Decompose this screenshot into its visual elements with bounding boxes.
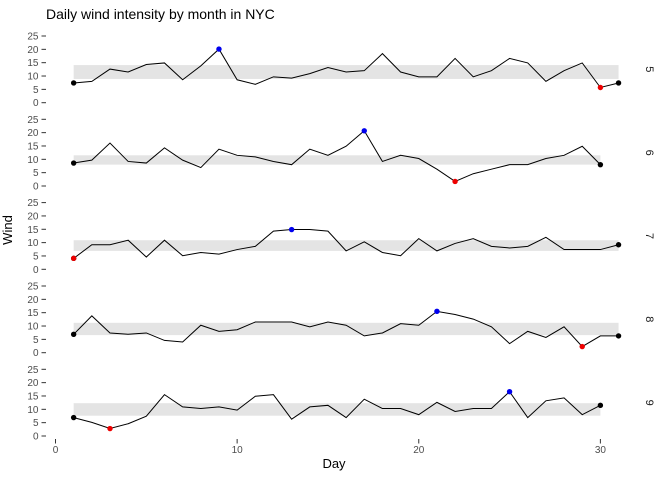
y-axis-title: Wind bbox=[0, 215, 15, 245]
endpoint-dot bbox=[615, 242, 622, 248]
y-tick-label: 0 bbox=[33, 432, 39, 443]
y-tick-label: 0 bbox=[33, 348, 39, 359]
max-wind-dot bbox=[288, 226, 295, 233]
y-tick-label: 5 bbox=[33, 85, 39, 96]
y-tick-label: 5 bbox=[33, 251, 39, 262]
min-wind-dot bbox=[107, 425, 113, 432]
facet-strip-label: 9 bbox=[643, 400, 655, 406]
endpoint-dot bbox=[70, 80, 77, 86]
y-tick-label: 0 bbox=[33, 265, 39, 276]
y-tick-label: 15 bbox=[27, 308, 39, 319]
wind-line bbox=[73, 130, 601, 183]
max-wind-dot bbox=[434, 308, 440, 315]
y-tick-label: 10 bbox=[27, 322, 39, 333]
endpoint-dot bbox=[597, 402, 604, 409]
y-tick-label: 0 bbox=[33, 98, 39, 109]
facet-strip-label: 6 bbox=[643, 150, 655, 156]
y-tick-label: 25 bbox=[27, 282, 39, 293]
y-tick-label: 5 bbox=[33, 168, 39, 179]
x-tick-label: 0 bbox=[53, 445, 59, 456]
facet-strip-label: 7 bbox=[643, 233, 655, 239]
endpoint-dot bbox=[70, 414, 77, 421]
endpoint-dot bbox=[615, 80, 622, 86]
y-tick-label: 10 bbox=[27, 405, 39, 416]
y-tick-label: 15 bbox=[27, 225, 39, 236]
max-wind-dot bbox=[361, 128, 367, 134]
y-tick-label: 10 bbox=[27, 238, 39, 249]
x-tick-label: 20 bbox=[413, 445, 425, 456]
y-tick-label: 20 bbox=[27, 45, 39, 56]
facet-strip-label: 5 bbox=[643, 66, 655, 72]
iqr-band bbox=[73, 155, 601, 165]
iqr-band bbox=[73, 403, 601, 416]
y-tick-label: 15 bbox=[27, 58, 39, 69]
wind-line bbox=[73, 229, 619, 259]
y-tick-label: 25 bbox=[27, 198, 39, 209]
iqr-band bbox=[73, 240, 619, 251]
x-tick-label: 10 bbox=[232, 445, 244, 456]
y-tick-label: 25 bbox=[27, 365, 39, 376]
y-tick-label: 10 bbox=[27, 72, 39, 83]
chart-title: Daily wind intensity by month in NYC bbox=[46, 6, 275, 22]
y-tick-label: 5 bbox=[33, 418, 39, 429]
y-tick-label: 5 bbox=[33, 335, 39, 346]
endpoint-dot bbox=[597, 161, 604, 168]
endpoint-dot bbox=[70, 160, 77, 166]
x-tick-label: 30 bbox=[595, 445, 607, 456]
y-tick-label: 15 bbox=[27, 391, 39, 402]
y-tick-label: 0 bbox=[33, 182, 39, 193]
y-tick-label: 25 bbox=[27, 32, 39, 43]
min-wind-dot bbox=[70, 255, 77, 262]
x-axis-title: Day bbox=[322, 456, 346, 471]
y-tick-label: 20 bbox=[27, 295, 39, 306]
min-wind-dot bbox=[579, 343, 585, 350]
y-tick-label: 25 bbox=[27, 115, 39, 126]
iqr-band bbox=[73, 322, 619, 336]
endpoint-dot bbox=[615, 333, 622, 339]
facet-strip-label: 8 bbox=[643, 316, 655, 322]
wind-line bbox=[73, 390, 601, 430]
endpoint-dot bbox=[70, 331, 77, 337]
y-tick-label: 20 bbox=[27, 128, 39, 139]
max-wind-dot bbox=[506, 389, 513, 395]
y-tick-label: 15 bbox=[27, 141, 39, 152]
y-tick-label: 10 bbox=[27, 155, 39, 166]
min-wind-dot bbox=[452, 178, 458, 185]
y-tick-label: 20 bbox=[27, 378, 39, 389]
max-wind-dot bbox=[216, 46, 222, 52]
y-tick-label: 20 bbox=[27, 211, 39, 222]
wind-line bbox=[73, 310, 619, 348]
min-wind-dot bbox=[597, 84, 604, 91]
wind-line bbox=[73, 48, 619, 89]
